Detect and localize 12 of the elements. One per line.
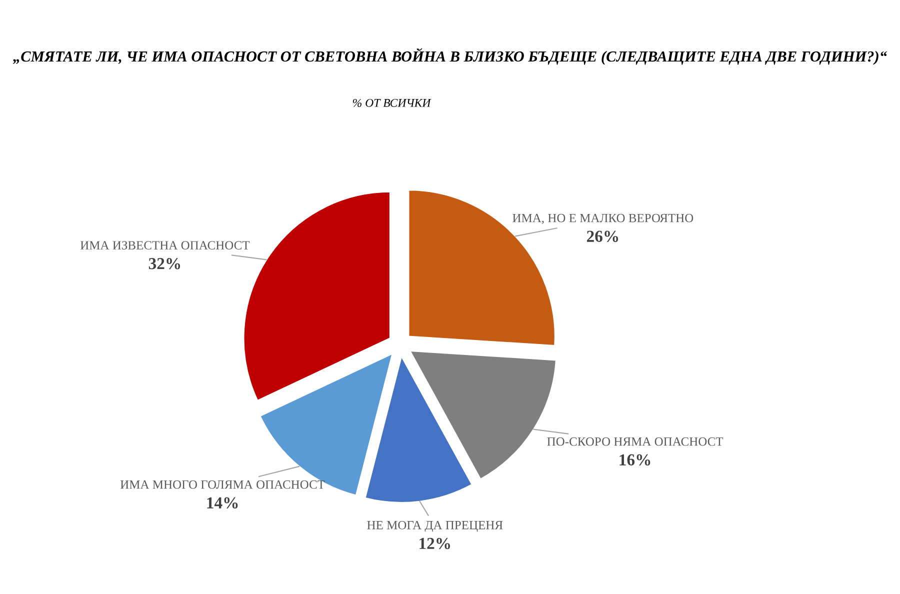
chart-subtitle: % ОТ ВСИЧКИ <box>352 98 432 107</box>
data-label: 26% <box>586 230 618 242</box>
data-label: 32% <box>148 258 180 270</box>
data-label: 16% <box>620 454 650 466</box>
data-label: 12% <box>420 538 450 550</box>
slice-label: ИМА МНОГО ГОЛЯМА ОПАСНОСТ <box>120 480 325 489</box>
chart-title: „СМЯТАТЕ ЛИ, ЧЕ ИМА ОПАСНОСТ ОТ СВЕТОВНА ВОЙНА В БЛИЗКО БЪДЕЩЕ (СЛЕДВАЩИТЕ ЕДНА ДВЕ ГОДИНИ?)“ <box>12 48 887 65</box>
slice-label: ИМА, НО Е МАЛКО ВЕРОЯТНО <box>512 214 694 224</box>
slice-label: ПО-СКОРО НЯМА ОПАСНОСТ <box>547 437 724 446</box>
slice-label: НЕ МОГА ДА ПРЕЦЕНЯ <box>367 520 503 532</box>
data-label: 14% <box>207 497 238 509</box>
slice-label: ИМА ИЗВЕСТНА ОПАСНОСТ <box>80 241 250 250</box>
